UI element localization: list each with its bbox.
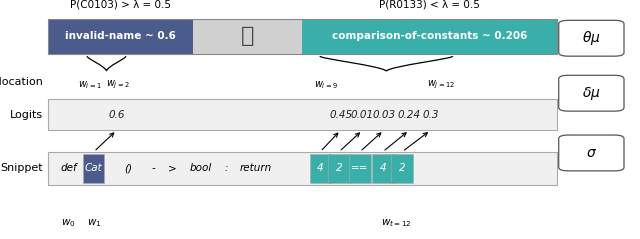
FancyBboxPatch shape [559, 135, 624, 171]
Text: def: def [60, 163, 77, 174]
Bar [392, 154, 413, 183]
FancyBboxPatch shape [559, 75, 624, 111]
Text: $w_{t=12}$: $w_{t=12}$ [381, 217, 412, 229]
Text: 0.01: 0.01 [351, 110, 374, 120]
Text: >: > [168, 163, 177, 174]
Text: P(C0103) > λ = 0.5: P(C0103) > λ = 0.5 [70, 0, 171, 10]
Text: $δμ$: $δμ$ [582, 85, 601, 102]
Text: -: - [152, 163, 156, 174]
Text: Snippet: Snippet [0, 163, 43, 174]
Text: $w_{j=12}$: $w_{j=12}$ [428, 79, 456, 91]
Text: 2: 2 [399, 163, 405, 174]
Bar [349, 154, 371, 183]
Text: Cat: Cat [85, 163, 102, 174]
Text: comparison-of-constants ~ 0.206: comparison-of-constants ~ 0.206 [332, 32, 527, 41]
Bar [310, 154, 331, 183]
Text: $θμ$: $θμ$ [582, 29, 601, 47]
FancyBboxPatch shape [559, 20, 624, 56]
Text: ==: == [351, 163, 369, 174]
Text: 0.24: 0.24 [397, 110, 421, 120]
Text: bool: bool [189, 163, 212, 174]
Text: :: : [225, 163, 228, 174]
Text: 0.3: 0.3 [422, 110, 439, 120]
Text: 4: 4 [317, 163, 324, 174]
Text: (): () [124, 163, 132, 174]
Text: $w_{i=9}$: $w_{i=9}$ [314, 80, 339, 91]
Text: 0.45: 0.45 [329, 110, 352, 120]
Text: invalid-name ~ 0.6: invalid-name ~ 0.6 [65, 32, 176, 41]
Bar [83, 154, 104, 183]
Text: $w_0$: $w_0$ [61, 217, 76, 229]
Text: P(R0133) < λ = 0.5: P(R0133) < λ = 0.5 [379, 0, 480, 10]
Bar [372, 154, 394, 183]
Bar [48, 19, 193, 54]
Bar [48, 99, 557, 130]
Text: return: return [239, 163, 272, 174]
Text: $w_1$: $w_1$ [86, 217, 101, 229]
Text: $w_{j=2}$: $w_{j=2}$ [106, 79, 130, 91]
Text: 0.03: 0.03 [372, 110, 396, 120]
Text: ℳ: ℳ [241, 25, 254, 48]
Text: $σ$: $σ$ [586, 146, 597, 160]
Bar [193, 19, 302, 54]
Text: 2: 2 [336, 163, 342, 174]
Bar [303, 19, 557, 54]
Text: Logits: Logits [10, 110, 43, 120]
Text: 0.6: 0.6 [108, 110, 125, 120]
Bar [48, 19, 557, 54]
Bar [48, 152, 557, 185]
Bar [328, 154, 349, 183]
Text: $w_{i=1}$: $w_{i=1}$ [78, 80, 102, 91]
Text: Smell location: Smell location [0, 77, 43, 87]
Text: 4: 4 [380, 163, 386, 174]
